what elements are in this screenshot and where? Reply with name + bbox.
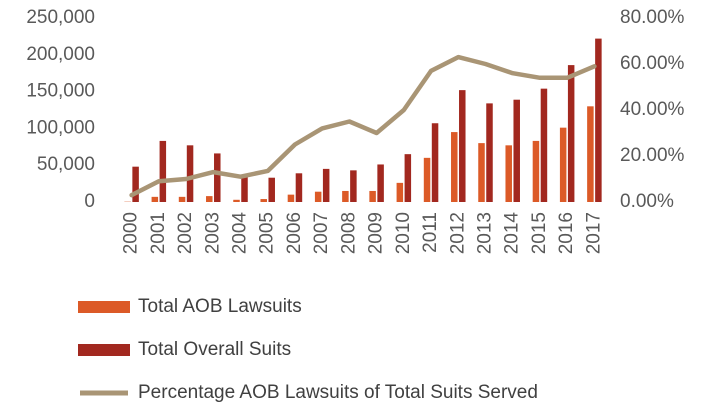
x-tick-label: 2016	[556, 212, 577, 254]
bar	[295, 173, 303, 202]
y-tick-label: 250,000	[26, 7, 95, 28]
bar	[396, 182, 404, 202]
y2-tick-label: 0.00%	[620, 191, 674, 212]
y-tick-label: 150,000	[26, 81, 95, 102]
x-tick-label: 2009	[366, 212, 387, 254]
x-tick-label: 2003	[202, 212, 223, 254]
legend-label: Percentage AOB Lawsuits of Total Suits S…	[138, 382, 538, 403]
bar	[314, 191, 322, 202]
line	[129, 54, 597, 198]
bar	[423, 157, 431, 202]
legend-swatch	[78, 301, 130, 313]
bar	[595, 38, 602, 202]
bar	[459, 90, 466, 202]
bar	[178, 196, 186, 202]
bar	[260, 199, 267, 202]
bar	[214, 153, 221, 202]
x-tick-label: 2014	[502, 212, 523, 255]
bar	[132, 166, 139, 202]
bar	[369, 190, 376, 202]
legend-swatch	[78, 344, 130, 356]
bar	[287, 194, 295, 202]
x-tick-label: 2005	[257, 212, 278, 254]
y2-tick-label: 80.00%	[620, 7, 685, 28]
x-tick-label: 2017	[583, 212, 604, 254]
bar	[559, 127, 567, 202]
y-tick-label: 100,000	[26, 117, 95, 138]
y-tick-label: 200,000	[26, 44, 95, 65]
bar	[206, 196, 213, 202]
x-tick-label: 2007	[311, 212, 332, 254]
bar	[431, 123, 439, 202]
bar	[186, 145, 194, 202]
bar	[151, 196, 159, 202]
bar	[540, 88, 548, 202]
bar	[342, 190, 349, 202]
x-tick-label: 2004	[230, 212, 251, 255]
x-tick-label: 2000	[121, 212, 142, 254]
bar	[268, 177, 275, 202]
bar	[513, 99, 520, 202]
y2-tick-label: 60.00%	[620, 53, 685, 74]
x-tick-label: 2013	[475, 212, 496, 254]
x-tick-label: 2008	[338, 212, 359, 254]
bar	[532, 140, 540, 202]
bar	[451, 132, 458, 202]
bar	[159, 140, 167, 202]
x-tick-label: 2015	[529, 212, 550, 254]
bar	[567, 65, 575, 202]
y2-tick-label: 40.00%	[620, 99, 685, 120]
bar	[404, 154, 412, 202]
bar	[322, 168, 330, 202]
x-tick-label: 2010	[393, 212, 414, 254]
x-tick-label: 2006	[284, 212, 305, 254]
bar	[478, 143, 485, 202]
y-tick-label: 0	[84, 191, 95, 212]
bar	[505, 145, 512, 202]
legend-label: Total Overall Suits	[138, 339, 291, 360]
x-tick-label: 2011	[420, 212, 441, 253]
x-tick-label: 2012	[447, 212, 468, 254]
y2-tick-label: 20.00%	[620, 145, 685, 166]
bar	[587, 106, 594, 202]
bar	[377, 164, 384, 202]
bar	[241, 176, 248, 202]
bar	[486, 103, 493, 202]
y-tick-label: 50,000	[37, 154, 95, 175]
x-tick-label: 2001	[148, 212, 169, 254]
legend-label: Total AOB Lawsuits	[138, 296, 302, 317]
bar	[233, 199, 240, 202]
bar	[350, 170, 357, 202]
x-tick-label: 2002	[175, 212, 196, 254]
